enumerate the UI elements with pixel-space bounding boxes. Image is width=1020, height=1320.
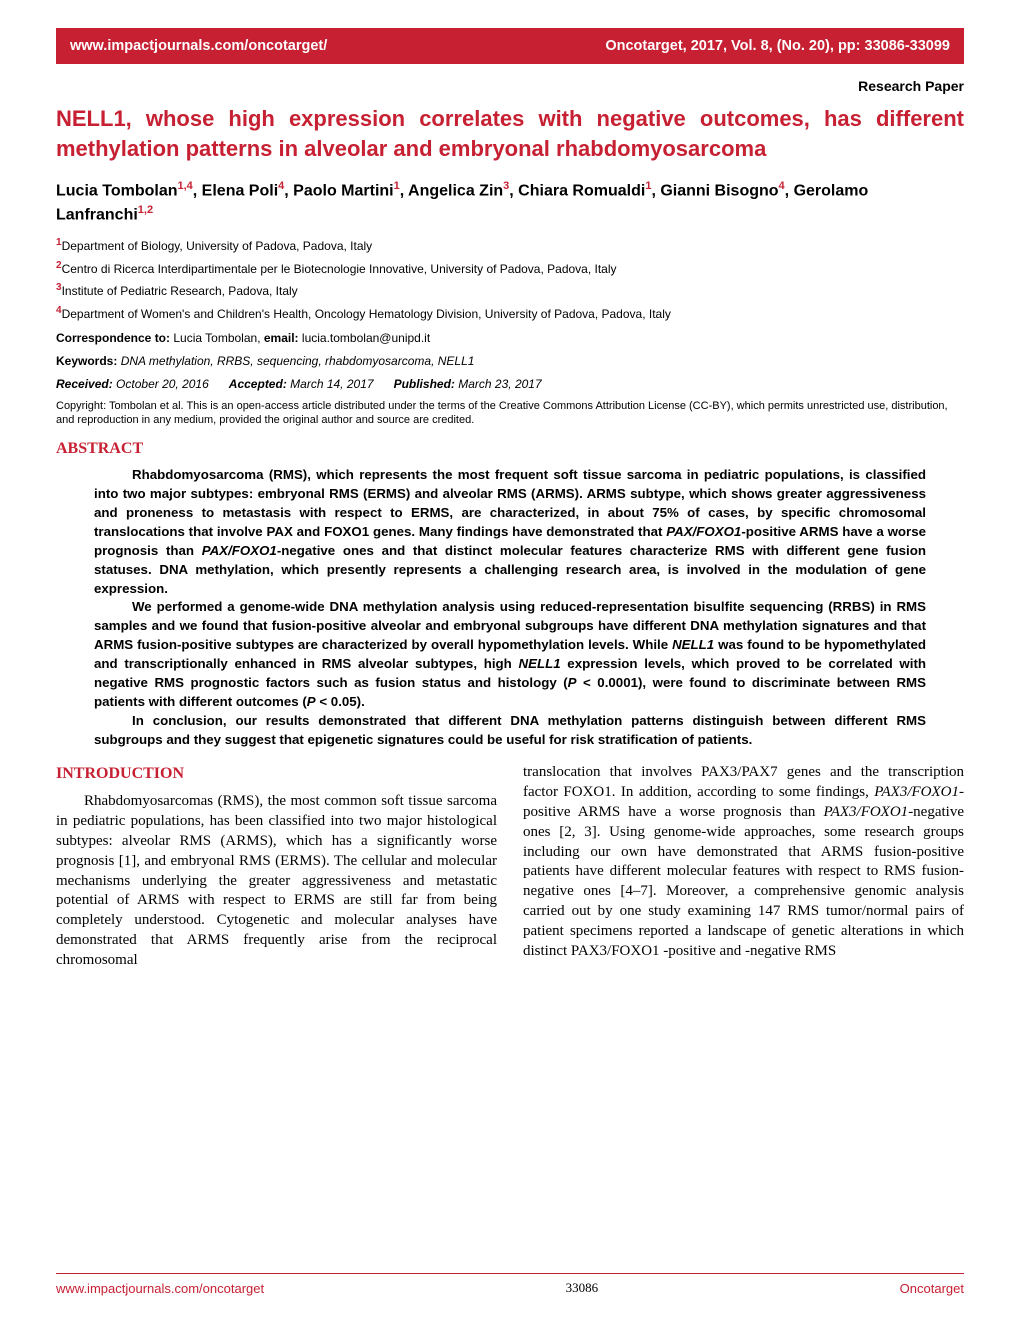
abstract-p1: Rhabdomyosarcoma (RMS), which represents… bbox=[94, 466, 926, 598]
correspondence-email-label: email: bbox=[264, 331, 299, 345]
abstract-heading: ABSTRACT bbox=[56, 440, 964, 458]
intro-text-left: Rhabdomyosarcomas (RMS), the most common… bbox=[56, 792, 497, 970]
correspondence-name: Lucia Tombolan, bbox=[173, 331, 260, 345]
intro-heading: INTRODUCTION bbox=[56, 763, 497, 784]
abstract-body: Rhabdomyosarcoma (RMS), which represents… bbox=[56, 466, 964, 749]
header-url: www.impactjournals.com/oncotarget/ bbox=[70, 38, 327, 54]
abstract-p2: We performed a genome-wide DNA methylati… bbox=[94, 598, 926, 711]
intro-col-left: INTRODUCTION Rhabdomyosarcomas (RMS), th… bbox=[56, 749, 497, 970]
affiliation: 4Department of Women's and Children's He… bbox=[56, 303, 964, 325]
received-label: Received: bbox=[56, 377, 113, 391]
dates: Received: October 20, 2016 Accepted: Mar… bbox=[56, 375, 964, 394]
accepted-label: Accepted: bbox=[229, 377, 287, 391]
paper-type: Research Paper bbox=[56, 78, 964, 94]
copyright: Copyright: Tombolan et al. This is an op… bbox=[56, 399, 964, 429]
footer-journal: Oncotarget bbox=[900, 1281, 964, 1296]
affiliation: 1Department of Biology, University of Pa… bbox=[56, 235, 964, 257]
header-bar: www.impactjournals.com/oncotarget/ Oncot… bbox=[56, 28, 964, 64]
accepted-date: March 14, 2017 bbox=[290, 377, 373, 391]
keywords-label: Keywords: bbox=[56, 354, 117, 368]
affiliation: 3Institute of Pediatric Research, Padova… bbox=[56, 280, 964, 302]
footer: www.impactjournals.com/oncotarget 33086 … bbox=[56, 1273, 964, 1296]
footer-page: 33086 bbox=[566, 1280, 599, 1296]
paper-title: NELL1, whose high expression correlates … bbox=[56, 104, 964, 163]
authors: Lucia Tombolan1,4, Elena Poli4, Paolo Ma… bbox=[56, 179, 964, 226]
footer-url: www.impactjournals.com/oncotarget bbox=[56, 1281, 264, 1296]
published-date: March 23, 2017 bbox=[458, 377, 541, 391]
keywords-text: DNA methylation, RRBS, sequencing, rhabd… bbox=[121, 354, 475, 368]
correspondence-email: lucia.tombolan@unipd.it bbox=[302, 331, 430, 345]
abstract-p3: In conclusion, our results demonstrated … bbox=[94, 712, 926, 750]
affiliation: 2Centro di Ricerca Interdipartimentale p… bbox=[56, 258, 964, 280]
intro-text-right: translocation that involves PAX3/PAX7 ge… bbox=[523, 763, 964, 961]
received-date: October 20, 2016 bbox=[116, 377, 209, 391]
keywords: Keywords: DNA methylation, RRBS, sequenc… bbox=[56, 352, 964, 371]
published-label: Published: bbox=[394, 377, 455, 391]
correspondence-label: Correspondence to: bbox=[56, 331, 170, 345]
intro-col-right: translocation that involves PAX3/PAX7 ge… bbox=[523, 749, 964, 970]
correspondence: Correspondence to: Lucia Tombolan, email… bbox=[56, 329, 964, 348]
header-citation: Oncotarget, 2017, Vol. 8, (No. 20), pp: … bbox=[605, 38, 950, 54]
